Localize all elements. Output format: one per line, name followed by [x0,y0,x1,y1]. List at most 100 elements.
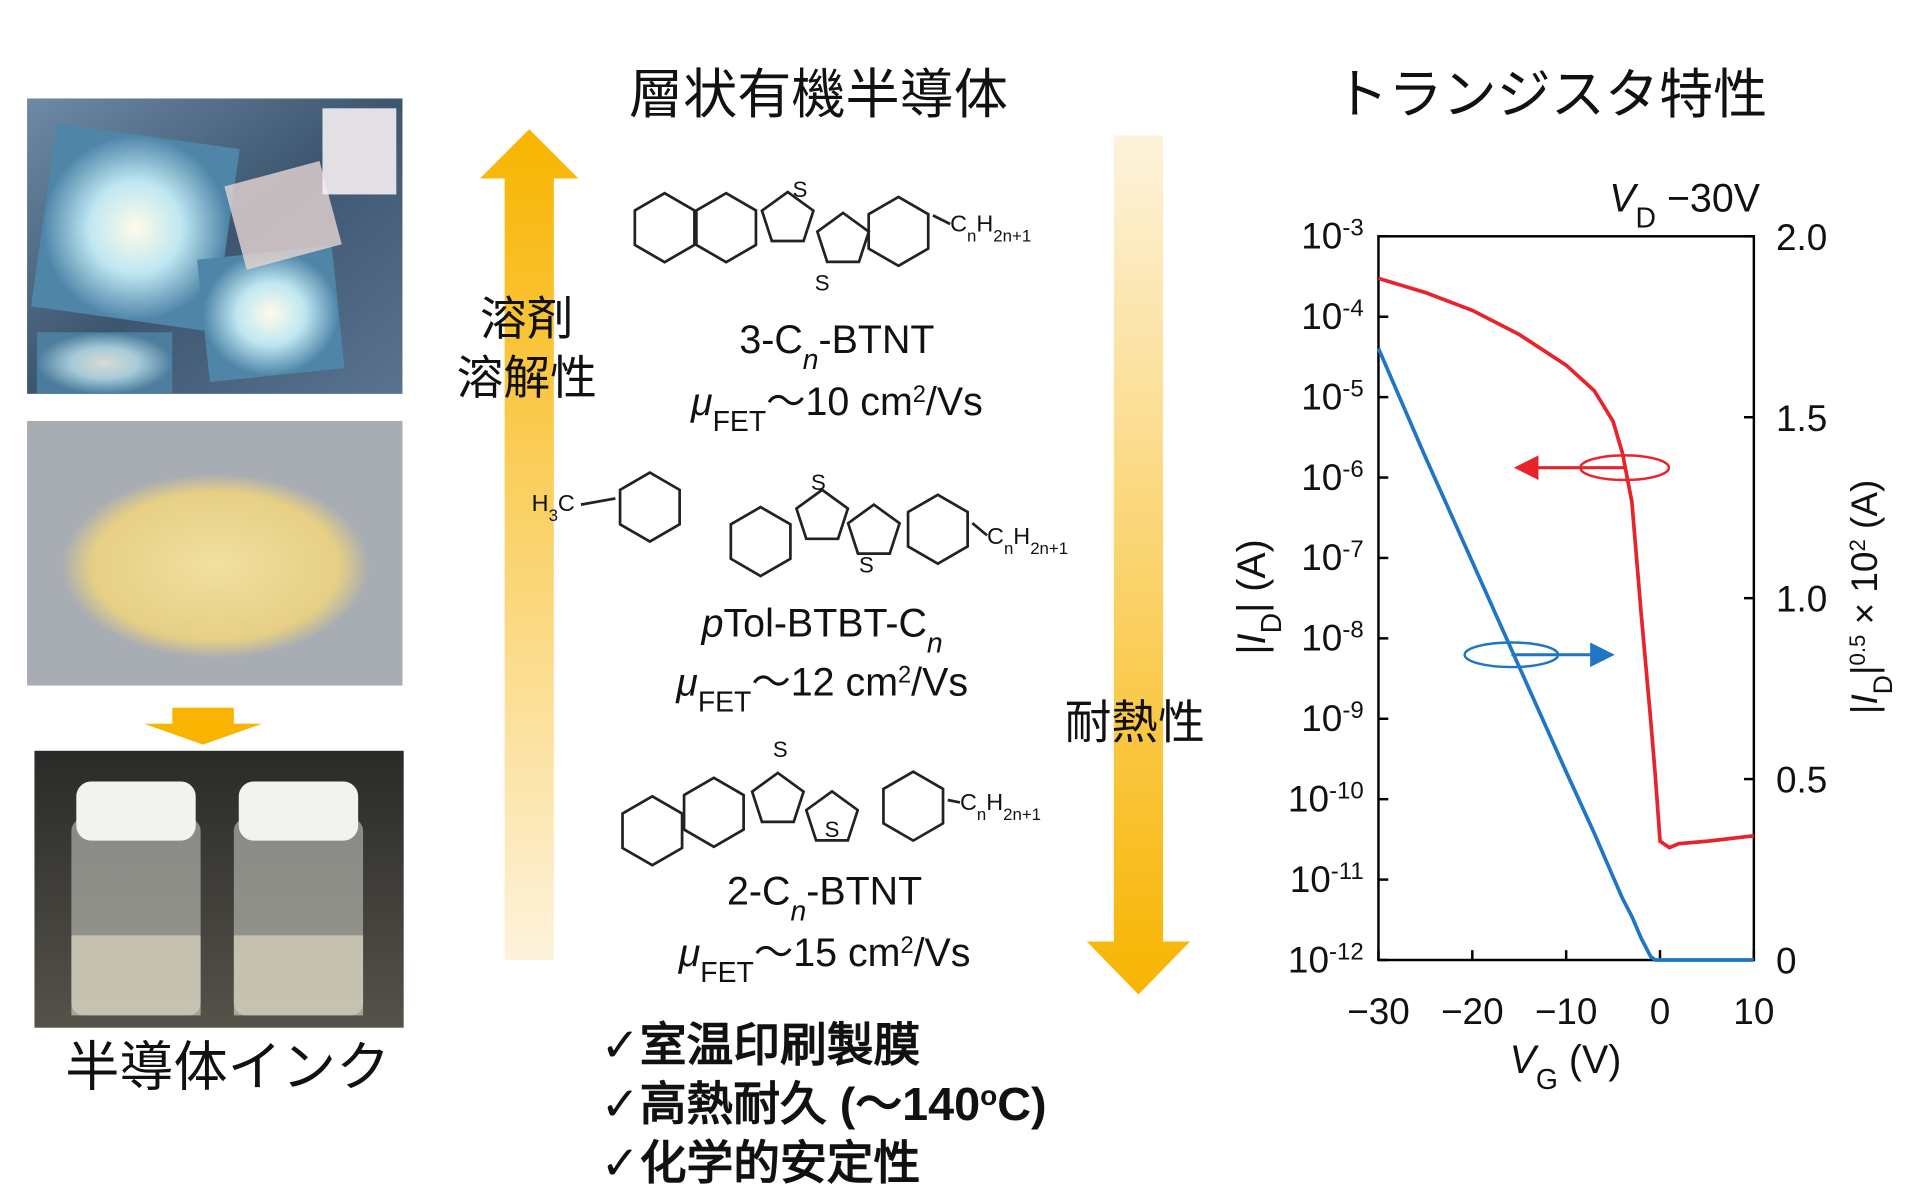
text-segment: D [1636,203,1656,235]
substituent-label: CnH2n+1 [960,789,1041,824]
text-segment: H [986,789,1003,815]
text-segment: C [960,789,977,815]
y-tick-label: 10-7 [1301,536,1363,579]
y-tick-label: 10-11 [1290,857,1364,900]
text-segment: −30V [1656,177,1761,221]
heat-arrow [1086,135,1191,995]
heat-label: 耐熱性 [1065,696,1205,748]
y-axis-label: |ID| (A) [1230,539,1288,654]
x-tick-label: 0 [1650,991,1671,1032]
text-segment: D [1256,613,1288,633]
vial-photo [34,750,404,1028]
text-segment: V [1510,1038,1540,1082]
text-segment: D [1868,675,1898,694]
text-segment: -BTNT [806,870,922,914]
sulfur-atom: S [825,817,840,842]
text-segment: -BTNT [819,318,935,362]
series-indicators [1463,454,1671,669]
text-segment: n [1004,538,1013,557]
y-tick-label: 10-9 [1301,697,1363,740]
down-arrow [144,707,263,745]
text-segment: FET [698,686,752,718]
sulfur-atom: S [773,737,788,762]
text-segment: n [977,804,986,823]
solubility-label: 溶解性 [457,352,597,404]
text-segment: μ [675,660,698,704]
substituent-label: CnH2n+1 [950,210,1031,245]
text-segment: H [976,210,993,236]
text-segment: C [558,490,575,516]
sulfur-atom: S [815,270,830,295]
y-tick-label: 10-3 [1301,214,1363,256]
text-segment: (A) [1844,480,1885,539]
text-segment: V [1609,177,1639,221]
text-segment: 3 [549,505,558,524]
text-segment: ✓室温印刷製膜 [601,1019,921,1071]
y2-tick-label: 2.0 [1776,217,1827,258]
text-segment: I [1230,633,1274,644]
solubility-arrow [480,129,579,960]
feature-item: ✓高熱耐久 (～140oC) [601,1078,1047,1130]
compound-mobility: μFET～10 cm2/Vs [690,380,983,438]
chart-title: トランジスタ特性 [1334,65,1767,125]
sulfur-atom: S [811,470,826,495]
chemical-structures [580,190,988,867]
text-segment: H [532,490,549,516]
powder-photo [27,420,403,686]
text-segment: FET [700,957,754,989]
text-segment: | [1844,705,1885,715]
text-segment: 2-C [727,870,790,914]
center-title: 層状有機半導体 [629,65,1008,125]
text-segment: 2n+1 [1030,538,1068,557]
text-segment: o [980,1079,997,1110]
drain-voltage-label: VD −30V [1609,177,1760,235]
text-segment: n [803,344,819,376]
text-segment: 2 [1844,539,1869,551]
data-line [1376,347,1754,962]
text-segment: | [1230,644,1274,654]
text-segment: × 10 [1844,552,1885,635]
plot-frame [1377,235,1756,962]
text-segment: FET [713,406,767,438]
feature-item: ✓室温印刷製膜 [601,1019,921,1071]
text-segment: 2 [913,382,926,408]
text-segment: μ [678,931,701,975]
text-segment: 2 [900,933,913,959]
text-segment: H [1013,523,1030,549]
y-tick-label: 10-5 [1301,375,1363,418]
text-segment: C [987,523,1004,549]
text-segment: /Vs [914,931,971,975]
compound-mobility: μFET～12 cm2/Vs [675,660,968,718]
text-segment: n [790,896,806,928]
y-tick-label: 10-6 [1301,455,1363,498]
compound-name: 3-Cn-BTNT [739,318,934,376]
head-group-label: H3C [532,490,575,525]
text-segment: /Vs [911,660,968,704]
text-segment: n [927,627,943,659]
text-segment: 2n+1 [1003,804,1041,823]
text-segment: ✓高熱耐久 (～140 [601,1078,980,1130]
x-tick-label: −30 [1347,991,1410,1032]
compound-mobility: μFET～15 cm2/Vs [678,931,971,989]
text-segment: ～10 cm [766,380,913,424]
compound-name: 2-Cn-BTNT [727,870,922,928]
x-tick-label: 10 [1733,991,1774,1032]
data-line [1377,276,1755,850]
y2-tick-label: 0 [1776,941,1797,982]
text-segment: C [950,210,967,236]
y2-tick-label: 0.5 [1776,760,1827,801]
text-segment: G [1536,1064,1558,1096]
text-segment: I [1844,694,1885,704]
y2-axis-label: |ID|0.5 × 102 (A) [1844,480,1898,714]
text-segment: 2n+1 [993,226,1031,245]
text-segment: /Vs [926,380,983,424]
text-segment: μ [690,380,713,424]
x-axis-label: VG (V) [1510,1038,1622,1096]
text-segment: ✓化学的安定性 [601,1137,921,1189]
y2-tick-label: 1.5 [1776,398,1827,439]
feature-item: ✓化学的安定性 [601,1137,921,1189]
text-segment: (V) [1558,1038,1621,1082]
text-segment: C) [997,1078,1046,1130]
